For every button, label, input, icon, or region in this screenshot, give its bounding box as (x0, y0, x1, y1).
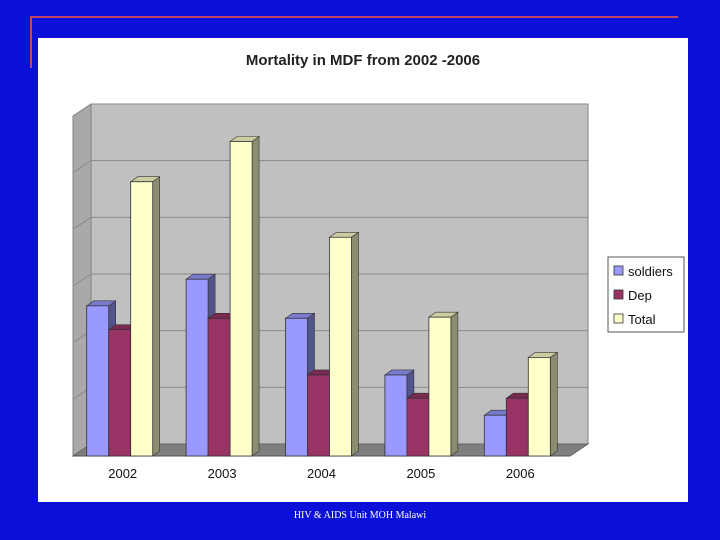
bar-total-2006 (527, 356, 551, 457)
gridline-side (72, 103, 92, 117)
bar-total-2005-side (450, 311, 459, 457)
decorative-line-left (30, 16, 32, 68)
gridline-side (72, 160, 92, 174)
x-tick-label: 2004 (307, 466, 336, 481)
footer-text: HIV & AIDS Unit MOH Malawi (293, 510, 427, 521)
bar-total-2004 (329, 236, 352, 457)
bar-total-2002-side (152, 176, 160, 457)
chart-panel: Mortality in MDF from 2002 -2006 2002 200… (38, 38, 688, 502)
legend-swatch-total (613, 313, 624, 324)
legend-swatch-soldiers (613, 265, 624, 276)
decorative-line-top (30, 16, 678, 18)
bar-chart: 2002 2003 2004 2005 2006 soldiers Dep Total (71, 103, 685, 481)
bar-soldiers-2004 (285, 317, 308, 457)
bar-total-2002 (130, 181, 154, 457)
bar-total-2005 (428, 316, 452, 457)
bar-soldiers-2003 (185, 278, 209, 457)
bar-total-2003 (229, 141, 253, 457)
bar-dep-2005 (406, 397, 430, 457)
bar-total-2006-side (549, 351, 558, 457)
bar-soldiers-2006 (483, 414, 507, 457)
x-tick-label: 2002 (108, 466, 137, 481)
legend-swatch-dep (613, 289, 624, 300)
bar-dep-2004 (307, 374, 330, 457)
bar-total-2003-side (251, 135, 260, 457)
bar-dep-2002 (108, 329, 132, 457)
gridline-side (72, 216, 92, 230)
bar-soldiers-2005 (384, 374, 408, 457)
x-tick-label: 2005 (406, 466, 435, 481)
bar-soldiers-2002 (86, 305, 110, 457)
x-tick-label: 2006 (506, 466, 535, 481)
legend-label-total: Total (628, 312, 656, 327)
x-tick-label: 2003 (208, 466, 237, 481)
bar-dep-2003 (207, 317, 231, 457)
chart-title: Mortality in MDF from 2002 -2006 (245, 52, 481, 69)
legend-label-soldiers: soldiers (628, 264, 673, 279)
gridline-side (72, 273, 92, 287)
bar-dep-2006 (505, 397, 529, 457)
bar-total-2004-side (351, 231, 359, 457)
legend-label-dep: Dep (628, 288, 652, 303)
